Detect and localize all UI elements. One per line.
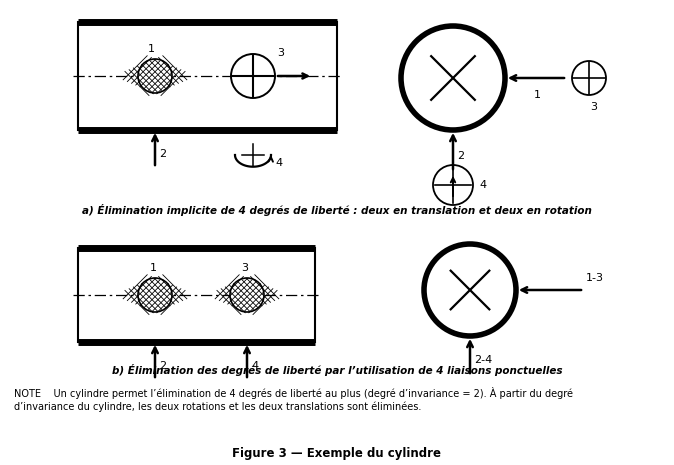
Text: 1: 1 <box>150 263 156 273</box>
Text: 3: 3 <box>277 48 284 58</box>
Text: 1: 1 <box>148 44 154 54</box>
Text: 2: 2 <box>457 151 464 161</box>
Text: 1: 1 <box>534 90 541 100</box>
Circle shape <box>138 278 172 312</box>
Text: 4: 4 <box>251 361 258 371</box>
Text: 2: 2 <box>159 361 166 371</box>
Circle shape <box>401 26 505 130</box>
Text: 2: 2 <box>159 149 166 159</box>
Circle shape <box>424 244 516 336</box>
Circle shape <box>572 61 606 95</box>
Text: 3: 3 <box>241 263 249 273</box>
Circle shape <box>138 59 172 93</box>
Text: a) Élimination implicite de 4 degrés de liberté : deux en translation et deux en: a) Élimination implicite de 4 degrés de … <box>82 204 592 216</box>
Text: Figure 3 — Exemple du cylindre: Figure 3 — Exemple du cylindre <box>233 446 441 459</box>
Circle shape <box>230 278 264 312</box>
Text: 3: 3 <box>590 102 597 112</box>
Text: b) Élimination des degrés de liberté par l’utilisation de 4 liaisons ponctuelles: b) Élimination des degrés de liberté par… <box>112 364 562 376</box>
Circle shape <box>433 165 473 205</box>
Text: 2-4: 2-4 <box>474 355 492 365</box>
Text: 4: 4 <box>275 158 282 168</box>
Circle shape <box>231 54 275 98</box>
Text: 4: 4 <box>479 180 486 190</box>
Text: d’invariance du cylindre, les deux rotations et les deux translations sont élimi: d’invariance du cylindre, les deux rotat… <box>14 402 421 412</box>
Text: NOTE    Un cylindre permet l’élimination de 4 degrés de liberté au plus (degré d: NOTE Un cylindre permet l’élimination de… <box>14 387 573 399</box>
Text: 1-3: 1-3 <box>586 273 604 283</box>
